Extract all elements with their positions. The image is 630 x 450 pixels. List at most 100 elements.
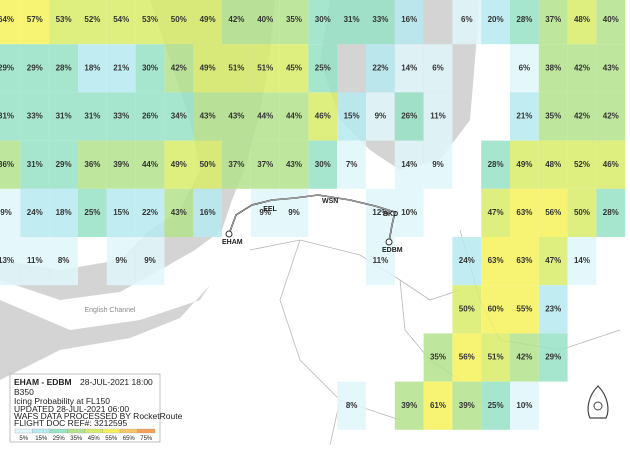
icing-cell (510, 140, 539, 189)
icing-cell (423, 381, 453, 430)
cell-label: 64% (0, 15, 14, 24)
cell-label: 47% (545, 256, 561, 265)
waypoint-label: BKD (383, 211, 398, 218)
cell-label: 40% (257, 15, 273, 24)
icing-cell (538, 237, 568, 286)
compass-center (593, 401, 603, 411)
cell-label: 63% (516, 208, 532, 217)
info-updated: UPDATED 28-JUL-2021 06:00 (14, 404, 129, 414)
icing-cell (366, 0, 395, 45)
icing-cell (308, 0, 338, 45)
icing-cell (423, 44, 453, 93)
info-ref: FLIGHT DOC REF#: 3212595 (14, 418, 127, 428)
cell-label: 42% (228, 15, 244, 24)
cell-label: 12% (372, 208, 388, 217)
icing-cell (0, 188, 21, 237)
icing-cell (164, 92, 194, 141)
cell-label: 25% (84, 208, 100, 217)
icing-cell (538, 92, 568, 141)
cell-label: 14% (574, 256, 590, 265)
legend-label: 75% (140, 436, 153, 442)
icing-cell (567, 140, 597, 189)
icing-cell (394, 0, 424, 45)
icing-cell (596, 188, 626, 237)
cell-label: 25% (488, 401, 504, 410)
cell-label: 50% (171, 15, 187, 24)
cell-label: 48% (574, 15, 590, 24)
cell-label: 30% (315, 15, 331, 24)
cell-label: 37% (228, 160, 244, 169)
icing-cell (510, 381, 539, 430)
route-highlight (228, 194, 396, 243)
cell-label: 55% (516, 304, 532, 313)
cell-label: 26% (401, 112, 417, 121)
cell-label: 46% (603, 160, 619, 169)
icing-cell (510, 92, 539, 141)
airport-marker (385, 238, 393, 246)
cell-label: 10% (516, 401, 532, 410)
legend-swatch (102, 428, 121, 434)
icing-cell (193, 44, 222, 93)
legend-label: 25% (53, 436, 66, 442)
icing-cell (222, 140, 251, 189)
icing-cell (279, 0, 309, 45)
icing-cell (106, 92, 136, 141)
cell-label: 31% (56, 112, 72, 121)
icing-cell (106, 188, 136, 237)
icing-cell (222, 0, 251, 45)
cell-label: 36% (0, 160, 14, 169)
icing-cell (538, 44, 568, 93)
cell-label: 9% (0, 208, 12, 217)
icing-cell (250, 0, 280, 45)
legend-label: 15% (35, 436, 48, 442)
cell-label: 34% (171, 112, 187, 121)
icing-cell (481, 285, 510, 334)
icing-cell (366, 92, 395, 141)
cell-label: 36% (84, 160, 100, 169)
icing-cell (567, 188, 597, 237)
cell-label: 60% (488, 304, 504, 313)
icing-cell (20, 140, 50, 189)
cell-label: 52% (84, 15, 100, 24)
cell-label: 51% (228, 63, 244, 72)
cell-label: 14% (401, 160, 417, 169)
icing-cell (0, 0, 21, 45)
icing-cell (510, 0, 539, 45)
cell-label: 29% (545, 353, 561, 362)
icing-cell (49, 188, 78, 237)
icing-cell (337, 381, 366, 430)
waypoint-label: EDBM (382, 247, 403, 254)
icing-cell (250, 44, 280, 93)
icing-cell (308, 140, 338, 189)
cell-label: 11% (27, 256, 43, 265)
icing-cell (135, 44, 165, 93)
cell-label: 35% (545, 112, 561, 121)
icing-cell (510, 333, 539, 382)
icing-cell (423, 333, 453, 382)
cell-label: 8% (58, 256, 70, 265)
icing-cell (222, 92, 251, 141)
icing-cell (135, 237, 165, 286)
icing-cell (510, 237, 539, 286)
icing-cell (394, 140, 424, 189)
icing-cell (452, 333, 482, 382)
cell-label: 6% (432, 63, 444, 72)
cell-label: 9% (432, 160, 444, 169)
icing-cell (538, 188, 568, 237)
cell-label: 56% (545, 208, 561, 217)
cell-label: 39% (401, 401, 417, 410)
legend-swatch (67, 428, 86, 434)
legend-label: 5% (19, 436, 28, 442)
icing-cell (106, 237, 136, 286)
cell-label: 63% (488, 256, 504, 265)
icing-cell (135, 0, 165, 45)
icing-cell (78, 188, 107, 237)
icing-cell (596, 92, 626, 141)
cell-label: 42% (603, 112, 619, 121)
icing-cell (78, 0, 107, 45)
cell-label: 9% (115, 256, 127, 265)
cell-label: 49% (516, 160, 532, 169)
icing-cell (193, 92, 222, 141)
cell-label: 6% (461, 15, 473, 24)
cell-label: 42% (171, 63, 187, 72)
